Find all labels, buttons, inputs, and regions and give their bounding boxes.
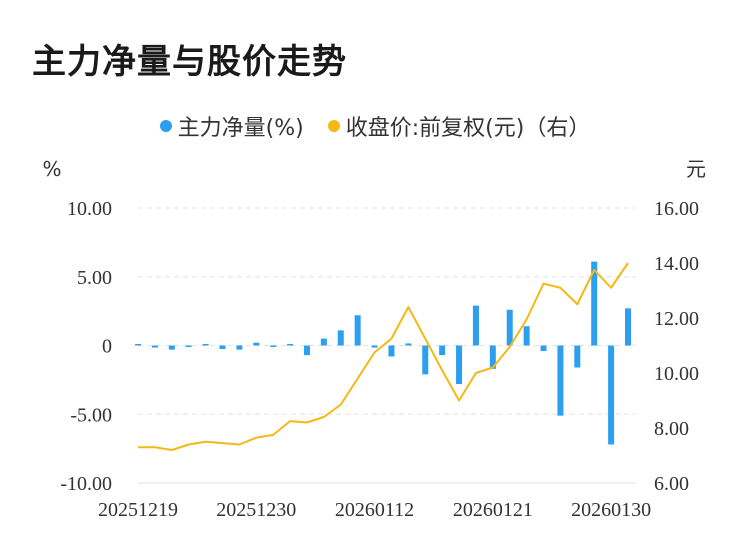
bar <box>337 330 344 346</box>
legend-label-net-volume: 主力净量(%) <box>177 116 304 141</box>
right-axis: 16.00 14.00 12.00 10.00 8.00 6.00 元 <box>654 157 706 495</box>
right-tick-label: 14.00 <box>654 253 699 275</box>
right-tick-label: 8.00 <box>654 418 689 440</box>
bar <box>574 345 581 368</box>
bar <box>591 261 598 346</box>
bar <box>236 345 243 350</box>
right-tick-label: 10.00 <box>654 363 699 385</box>
chart-legend: 主力净量(%) 收盘价:前复权(元)（右） <box>0 110 750 142</box>
x-tick-label: 20251230 <box>216 499 296 521</box>
bar <box>472 305 479 346</box>
x-axis: 20251219 20251230 20260112 20260121 20260130 <box>98 499 651 521</box>
x-tick-label: 20251219 <box>98 499 178 521</box>
right-unit-label: 元 <box>686 157 706 181</box>
bar <box>320 338 327 346</box>
bar <box>557 345 564 416</box>
bar <box>168 345 175 350</box>
bar <box>185 345 192 347</box>
legend-item-close-price[interactable]: 收盘价:前复权(元)（右） <box>327 110 591 142</box>
x-tick-label: 20260130 <box>571 499 651 521</box>
bar-series <box>135 261 631 445</box>
bar <box>456 345 463 384</box>
bar <box>506 309 513 346</box>
bar <box>135 344 141 346</box>
x-tick-label: 20260121 <box>453 499 533 521</box>
bar <box>540 345 547 351</box>
bar <box>270 345 277 347</box>
bar <box>388 345 395 357</box>
left-tick-label: 5.00 <box>77 267 112 289</box>
bar <box>422 345 429 375</box>
right-tick-label: 12.00 <box>654 308 699 330</box>
bar <box>371 345 378 348</box>
left-axis: 10.00 5.00 0 -5.00 -10.00% <box>42 157 112 495</box>
bar <box>287 344 294 346</box>
legend-dot-close-price <box>327 120 340 132</box>
bar <box>354 315 361 346</box>
bar <box>303 345 310 356</box>
right-tick-label: 16.00 <box>654 198 699 220</box>
chart-title: 主力净量与股价走势 <box>32 42 347 82</box>
left-unit-label: % <box>42 157 61 181</box>
line-series <box>138 262 629 451</box>
bar <box>405 343 412 346</box>
bar <box>489 345 496 369</box>
close-price-line <box>138 262 629 451</box>
right-tick-label: 6.00 <box>654 473 689 495</box>
bar <box>439 345 446 356</box>
legend-label-close-price: 收盘价:前复权(元)（右） <box>345 116 591 141</box>
legend-dot-net-volume <box>159 120 172 132</box>
left-tick-label: -5.00 <box>70 404 112 426</box>
left-tick-label: 0 <box>102 336 112 358</box>
bar <box>202 344 209 346</box>
left-tick-label: -10.00 <box>60 473 112 495</box>
x-tick-label: 20260112 <box>335 499 414 521</box>
bar <box>151 345 158 348</box>
bar <box>253 342 260 346</box>
bar <box>219 345 226 349</box>
legend-item-net-volume[interactable]: 主力净量(%) <box>159 110 304 142</box>
bar <box>625 308 631 346</box>
bar <box>523 326 530 346</box>
bar <box>608 345 615 445</box>
left-tick-label: 10.00 <box>67 198 112 220</box>
